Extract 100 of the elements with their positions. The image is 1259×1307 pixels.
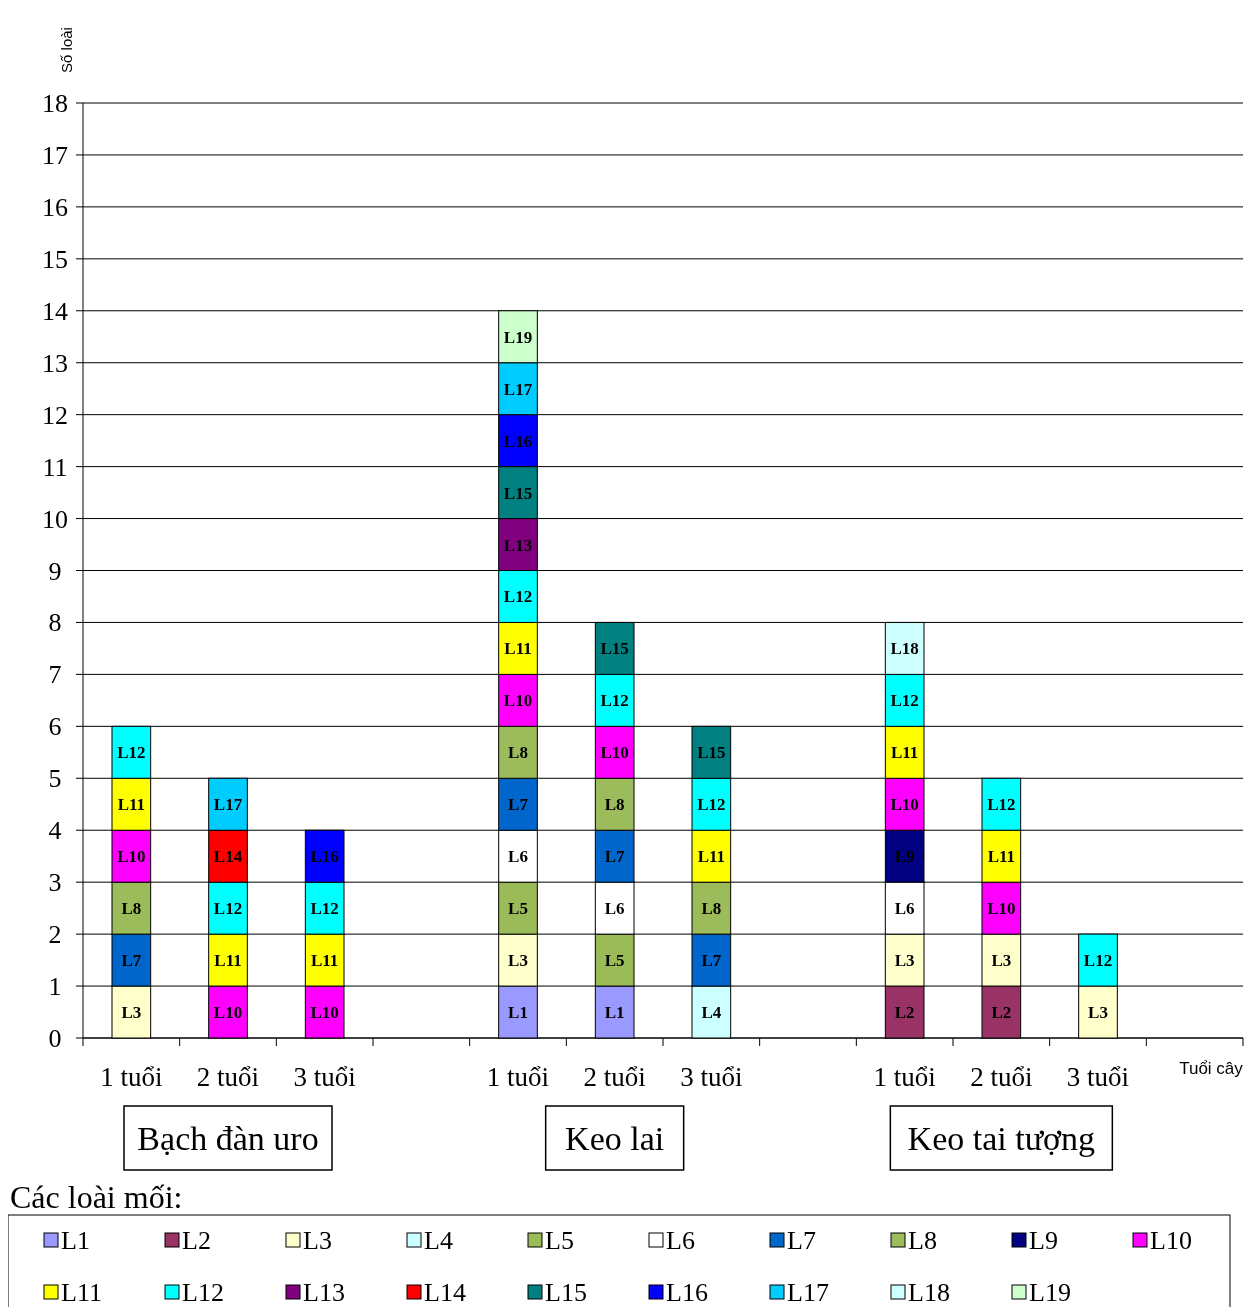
text: L6 [508, 847, 528, 867]
x-tick-label: 2 tuổi [196, 1062, 260, 1092]
y-tick-label: 1 [48, 972, 62, 1002]
y-tick-label: 14 [42, 296, 68, 326]
y-tick-label: 7 [48, 660, 62, 690]
y-tick-label: 0 [48, 1024, 62, 1053]
legend-label: L16 [666, 1278, 708, 1307]
text: L5 [508, 899, 528, 919]
text: L9 [894, 847, 915, 867]
text: Keo tai tượng [907, 1120, 1096, 1157]
y-tick-label: 5 [48, 764, 62, 794]
text: L2 [991, 1003, 1012, 1023]
text: L1 [604, 1003, 625, 1023]
text: L15 [600, 639, 629, 659]
x-tick-label: 2 tuổi [970, 1062, 1033, 1092]
y-tick-label: 6 [48, 712, 62, 742]
legend-label: L19 [1029, 1278, 1071, 1307]
x-tick-label: 3 tuổi [293, 1062, 356, 1092]
text: L16 [503, 431, 533, 451]
legend-label: L8 [908, 1226, 937, 1255]
legend-label: L10 [1150, 1226, 1192, 1255]
y-tick-label: 13 [42, 348, 68, 378]
legend-label: L7 [787, 1226, 816, 1255]
text: L7 [701, 951, 722, 971]
x-tick-label: 2 tuổi [583, 1062, 646, 1092]
text: L12 [213, 899, 243, 919]
text: L10 [310, 1003, 339, 1023]
legend-label: L3 [303, 1226, 332, 1255]
text: L10 [890, 795, 919, 815]
text: L6 [894, 899, 915, 919]
text: L3 [991, 951, 1012, 971]
text: L10 [600, 743, 629, 763]
y-tick-label: 8 [48, 608, 62, 638]
text: L3 [121, 1003, 142, 1023]
text: L12 [1083, 951, 1113, 971]
y-tick-label: 15 [42, 244, 68, 274]
text: L12 [987, 795, 1016, 815]
legend-label: L14 [424, 1278, 466, 1307]
text: L2 [894, 1003, 915, 1023]
text: L10 [987, 899, 1016, 919]
text: L4 [701, 1003, 722, 1023]
text: L10 [503, 691, 533, 711]
legend-label: L12 [182, 1278, 224, 1307]
y-tick-label: 18 [42, 89, 68, 118]
text: L8 [604, 795, 625, 815]
text: L3 [1088, 1003, 1108, 1023]
legend-label: L18 [908, 1278, 950, 1307]
text: L10 [117, 847, 146, 867]
text: L7 [121, 951, 142, 971]
text: L12 [890, 691, 919, 711]
text: L19 [503, 327, 533, 347]
text: L7 [508, 795, 528, 815]
legend-label: L15 [545, 1278, 587, 1307]
text: L11 [214, 951, 242, 971]
legend-label: L2 [182, 1226, 211, 1255]
legend-label: L13 [303, 1278, 345, 1307]
y-tick-label: 16 [42, 192, 68, 222]
y-axis-title: Số loài [58, 27, 75, 73]
x-tick-label: 1 tuổi [873, 1062, 936, 1092]
x-tick-label: 1 tuổi [100, 1062, 163, 1092]
text: L15 [503, 483, 533, 503]
legend-label: L6 [666, 1226, 695, 1255]
text: L7 [604, 847, 625, 867]
text: L6 [604, 899, 625, 919]
x-axis-title: Tuổi cây [1179, 1059, 1244, 1078]
text: L12 [600, 691, 629, 711]
text: L17 [213, 795, 243, 815]
text: L11 [117, 795, 146, 815]
text: L11 [890, 743, 919, 763]
legend-label: L11 [61, 1278, 102, 1307]
y-tick-label: 10 [42, 504, 68, 534]
text: L5 [604, 951, 625, 971]
legend-title: Các loài mối: [10, 1179, 183, 1215]
text: L16 [310, 847, 339, 867]
y-tick-label: 4 [48, 816, 62, 846]
text: L3 [508, 951, 528, 971]
text: L8 [701, 899, 722, 919]
x-tick-label: 3 tuổi [680, 1062, 743, 1092]
text: L12 [117, 743, 146, 763]
text: L13 [503, 535, 533, 555]
y-tick-label: 9 [48, 556, 62, 586]
y-tick-label: 17 [42, 140, 68, 170]
text: L12 [697, 795, 726, 815]
text: L11 [504, 639, 532, 659]
legend-label: L5 [545, 1226, 574, 1255]
y-tick-label: 12 [42, 400, 68, 430]
text: L10 [213, 1003, 243, 1023]
text: L18 [890, 639, 919, 659]
legend-label: L9 [1029, 1226, 1058, 1255]
text: L15 [697, 743, 726, 763]
text: Keo lai [565, 1120, 665, 1157]
text: L1 [508, 1003, 528, 1023]
legend-label: L1 [61, 1226, 90, 1255]
legend-label: L17 [787, 1278, 829, 1307]
text: L3 [894, 951, 915, 971]
text: L12 [310, 899, 339, 919]
text: L11 [697, 847, 726, 867]
text: L14 [213, 847, 243, 867]
x-tick-label: 1 tuổi [486, 1062, 550, 1092]
legend-label: L4 [424, 1226, 453, 1255]
